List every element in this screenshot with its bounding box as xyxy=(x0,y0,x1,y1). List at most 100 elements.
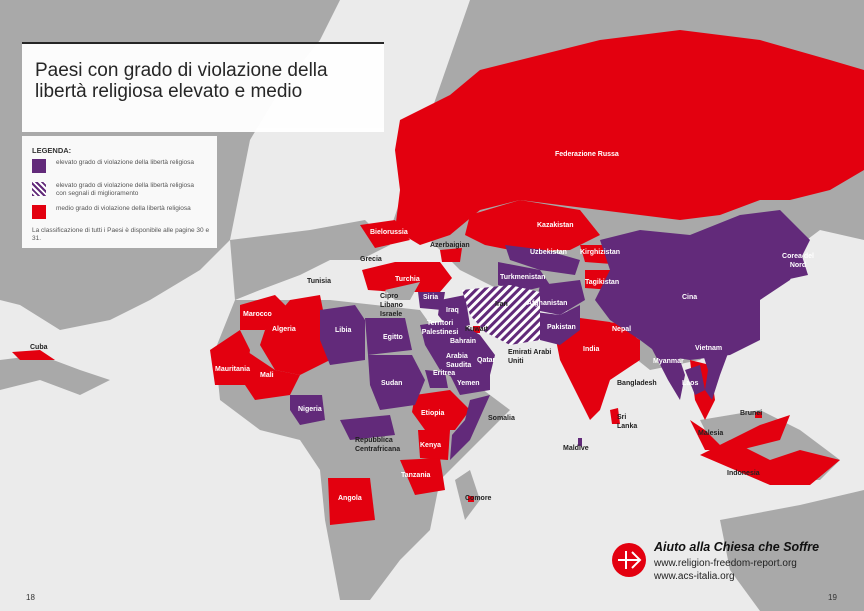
label-nkorea: Corea del Nord xyxy=(782,253,814,269)
legend-swatch-purple xyxy=(32,159,46,173)
label-mauritania: Mauritania xyxy=(215,366,251,373)
label-srilanka: Sri Lanka xyxy=(617,414,638,430)
country-sudan xyxy=(368,355,425,410)
country-cuba xyxy=(12,350,55,360)
label-algeria: Algeria xyxy=(272,326,296,333)
title-rule xyxy=(22,42,384,44)
label-laos: Laos xyxy=(682,380,699,387)
label-syria: Siria xyxy=(423,294,439,301)
label-azerbaijan: Azerbaigian xyxy=(430,242,470,249)
country-car xyxy=(340,415,395,440)
label-turkmenistan: Turkmenistan xyxy=(500,274,546,281)
country-tanzania xyxy=(400,458,445,495)
country-russia xyxy=(395,30,864,245)
country-eritrea xyxy=(425,370,448,388)
country-india xyxy=(555,318,640,420)
brand-name: Aiuto alla Chiesa che Soffre xyxy=(654,540,820,554)
country-nkorea xyxy=(780,250,808,280)
country-kazakhstan xyxy=(465,200,600,252)
country-iraq xyxy=(438,295,470,330)
legend-label: elevato grado di violazione della libert… xyxy=(56,159,195,166)
url-acs-italia[interactable]: www.acs-italia.org xyxy=(654,571,735,582)
country-somalia xyxy=(450,395,490,460)
label-bangladesh: Bangladesh xyxy=(617,380,657,387)
label-comoros: Comore xyxy=(465,495,492,502)
country-turkey xyxy=(362,262,452,292)
legend-label: elevato grado di violazione della libert… xyxy=(56,182,195,197)
label-tanzania: Tanzania xyxy=(401,472,431,479)
label-iran: Iran xyxy=(495,301,508,308)
page-number-right: 19 xyxy=(828,593,837,602)
country-kuwait xyxy=(473,326,480,333)
label-angola: Angola xyxy=(338,495,362,502)
label-tajikistan: Tagikistan xyxy=(585,279,620,286)
label-saudi: Arabia Saudita xyxy=(446,353,472,369)
country-kenya xyxy=(418,430,450,460)
label-libya: Libia xyxy=(335,327,352,334)
label-turkey: Turchia xyxy=(395,276,420,283)
label-china: Cina xyxy=(682,294,698,301)
legend-note: La classificazione di tutti i Paesi è di… xyxy=(32,227,210,242)
country-maldives xyxy=(578,438,582,446)
country-myanmar xyxy=(650,345,685,400)
country-nigeria xyxy=(290,395,325,425)
acs-logo-icon xyxy=(612,543,646,577)
country-mauritania xyxy=(210,330,250,385)
label-uzbekistan: Uzbekistan xyxy=(530,249,567,256)
country-afghanistan xyxy=(535,280,585,315)
label-maldives: Maldive xyxy=(563,445,589,452)
country-saudi xyxy=(420,320,495,385)
medium-countries xyxy=(12,30,864,525)
country-laos xyxy=(685,365,705,395)
country-vietnam xyxy=(700,345,730,400)
label-uae: Emirati Arabi Uniti xyxy=(508,349,552,365)
country-brunei xyxy=(755,412,762,418)
label-yemen: Yemen xyxy=(457,380,480,387)
legend-label: medio grado di violazione della libertà … xyxy=(56,205,191,212)
label-egypt: Egitto xyxy=(383,334,403,341)
country-morocco xyxy=(240,295,290,330)
country-china xyxy=(595,210,810,360)
legend-heading: LEGENDA: xyxy=(32,146,72,155)
country-azerbaijan xyxy=(440,248,462,262)
label-bahrain: Bahrain xyxy=(450,338,477,345)
label-pakistan: Pakistan xyxy=(547,324,576,331)
country-mali xyxy=(245,350,300,400)
label-somalia: Somalia xyxy=(488,415,515,422)
label-kenya: Kenya xyxy=(420,442,442,449)
label-cyprus: Cipro xyxy=(380,293,399,300)
label-israel: Israele xyxy=(380,311,403,318)
label-morocco: Marocco xyxy=(243,311,272,318)
country-malaysia xyxy=(690,415,790,450)
label-qatar: Qatar xyxy=(477,357,496,364)
label-malaysia: Malesia xyxy=(698,430,724,437)
label-greece: Grecia xyxy=(360,256,382,263)
label-belarus: Bielorussia xyxy=(370,229,408,236)
page-title: Paesi con grado di violazione della libe… xyxy=(35,60,328,102)
page-number-left: 18 xyxy=(26,593,35,602)
title-box: Paesi con grado di violazione della libe… xyxy=(22,42,384,132)
label-vietnam: Vietnam xyxy=(695,345,723,352)
label-sudan: Sudan xyxy=(381,380,403,387)
country-iran-striped xyxy=(462,285,540,345)
country-egypt xyxy=(365,318,412,355)
country-syria xyxy=(418,292,445,310)
country-algeria xyxy=(260,295,330,375)
country-qatar xyxy=(484,352,490,360)
country-srilanka xyxy=(610,408,620,424)
label-russia: Federazione Russa xyxy=(555,151,619,158)
label-cuba: Cuba xyxy=(30,344,48,351)
label-mali: Mali xyxy=(260,372,274,379)
legend-swatch-striped xyxy=(32,182,46,196)
url-religion-freedom-report[interactable]: www.religion-freedom-report.org xyxy=(654,558,797,569)
label-kuwait: Kuwait xyxy=(465,326,488,333)
label-iraq: Iraq xyxy=(446,307,459,314)
label-kazakhstan: Kazakistan xyxy=(537,222,574,229)
label-kyrgyzstan: Kirghizistan xyxy=(580,249,621,256)
country-comoros xyxy=(468,496,474,502)
label-ethiopia: Etiopia xyxy=(421,410,445,417)
label-nigeria: Nigeria xyxy=(298,406,322,413)
label-palestine: Territori Palestinesi xyxy=(421,320,459,336)
country-turkmenistan xyxy=(498,262,550,292)
legend: LEGENDA: elevato grado di violazione del… xyxy=(22,136,217,248)
